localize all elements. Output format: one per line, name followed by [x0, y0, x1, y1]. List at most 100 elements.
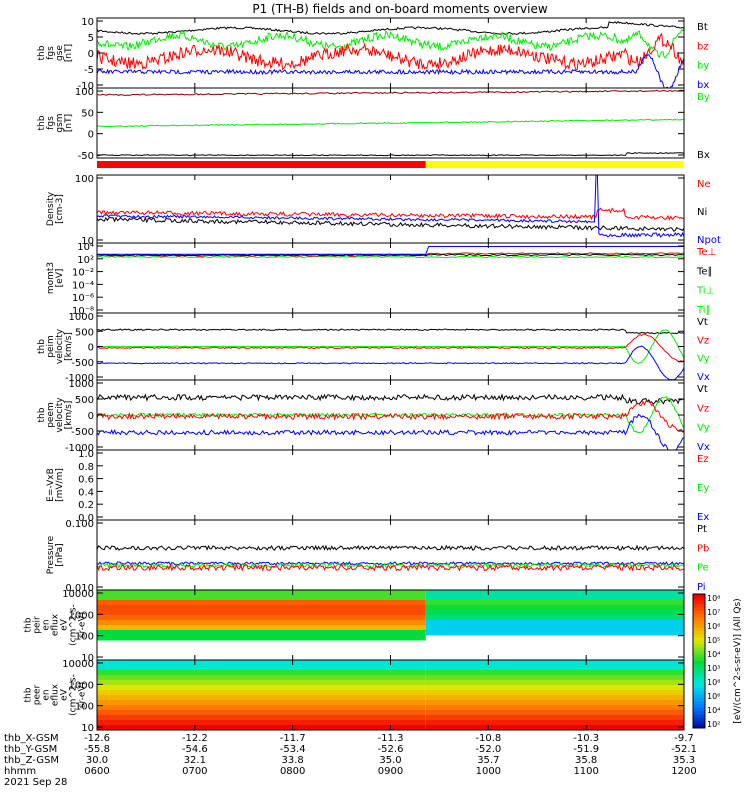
y-tick-label: 0: [88, 130, 94, 141]
x-tick-hhmm: 0700: [182, 766, 207, 777]
colorbar-cell: [693, 640, 705, 645]
legend-Vt: Vt: [697, 384, 708, 395]
trace-Vx: [97, 345, 684, 380]
y-tick-label: 0.0: [78, 513, 94, 524]
region-bar-yellow: [425, 161, 684, 168]
y-axis-label: [mV/m]: [55, 468, 65, 502]
colorbar-cell: [693, 704, 705, 709]
trace-bz: [97, 32, 684, 71]
colorbar-cell: [693, 617, 705, 622]
panel-density: 100 10 Density [cm-3] Ne Ni Npot: [46, 174, 721, 247]
trace-Pi: [97, 561, 684, 566]
colorbar-cell: [693, 647, 705, 652]
x-tick-z_gsm: 35.8: [575, 755, 597, 766]
colorbar-cell: [693, 684, 705, 689]
heat-cell: [97, 720, 426, 726]
y-tick-label: 5: [88, 33, 94, 44]
y-axis-label: [nPa]: [55, 543, 65, 566]
y-axis-label: en: [42, 619, 52, 630]
heat-cell: [425, 700, 684, 706]
trace-Ni: [97, 216, 684, 232]
y-tick-label: 100: [75, 87, 94, 98]
heat-cell: [425, 680, 684, 686]
heat-cell: [97, 695, 426, 701]
y-axis-label: thb: [37, 45, 47, 60]
trace-By: [97, 118, 684, 128]
heat-cell: [425, 705, 684, 711]
y-axis-label: peer: [33, 684, 43, 705]
x-tick-y_gsm: -52.6: [378, 744, 404, 755]
trace-by: [97, 26, 684, 59]
y-tick-label: 10⁻⁴: [72, 280, 94, 291]
y-axis-label: [nT]: [64, 114, 74, 132]
colorbar-tick-label: 10⁸: [707, 678, 720, 687]
colorbar-cell: [693, 707, 705, 712]
y-axis-label: [nT]: [64, 44, 74, 62]
y-tick-label: 0.010: [65, 583, 94, 594]
x-tick-x_gsm: -12.6: [84, 733, 110, 744]
y-tick-label: 0.8: [78, 462, 94, 473]
x-tick-x_gsm: -11.7: [280, 733, 306, 744]
y-tick-label: -10: [78, 81, 94, 92]
x-tick-z_gsm: 30.0: [86, 755, 108, 766]
heat-cell: [425, 665, 684, 671]
heat-cell: [425, 710, 684, 716]
y-axis-label: fgs: [46, 116, 56, 130]
colorbar: 10⁸ 10⁷ 10⁶ 10⁵ 10⁴ 10³ 10⁸ 10⁶ 10⁴ 10² [eV/(cm^2-…: [692, 593, 743, 729]
legend-Vz: Vz: [697, 335, 709, 346]
y-tick-label: 10: [81, 17, 94, 28]
x-tick-x_gsm: -11.3: [378, 733, 404, 744]
x-tick-y_gsm: -54.6: [182, 744, 208, 755]
heat-cell: [97, 680, 426, 686]
heat-cell: [425, 600, 684, 606]
trace-Vx: [97, 413, 684, 450]
heat-cell: [97, 705, 426, 711]
colorbar-cell: [693, 724, 705, 729]
trace-Ne: [97, 207, 684, 221]
y-tick-label: 10⁻²: [72, 268, 94, 279]
heat-cell: [425, 610, 684, 616]
colorbar-cell: [693, 614, 705, 618]
legend-Ne: Ne: [697, 179, 711, 190]
x-tick-y_gsm: -51.9: [573, 744, 599, 755]
panel-frame: [96, 449, 685, 521]
colorbar-cell: [693, 657, 705, 662]
trace-Ti: [97, 255, 684, 259]
y-axis-label: fgs: [46, 46, 56, 60]
heat-cell: [425, 690, 684, 696]
colorbar-cell: [693, 644, 705, 649]
y-axis-label: velocity: [55, 397, 65, 433]
y-axis-label: en: [42, 689, 52, 700]
legend-Te⊥: Te⊥: [696, 247, 716, 258]
y-axis-label: sr-eV): [78, 682, 88, 708]
colorbar-tick-label: 10⁴: [707, 706, 720, 715]
legend-Pt: Pt: [697, 524, 707, 535]
legend-Vz: Vz: [697, 403, 709, 414]
legend-Bt: Bt: [697, 22, 708, 33]
y-axis-label: E=-VxB: [46, 468, 56, 502]
y-tick-label: 10: [81, 653, 94, 664]
colorbar-cell: [693, 691, 705, 695]
heat-cell: [97, 700, 426, 706]
y-tick-label: 0.2: [78, 500, 94, 511]
colorbar-label: [eV/(cm^2-s-sr-eV)] (All Qs): [733, 598, 743, 723]
y-tick-label: -50: [78, 151, 94, 162]
colorbar-cell: [693, 721, 705, 726]
colorbar-cell: [693, 654, 705, 659]
colorbar-cell: [693, 607, 705, 612]
y-axis-label: thb: [24, 617, 34, 632]
y-axis-label: gse: [55, 45, 65, 61]
panel-peem_v: 1000 500 0 -500 -1000 thb peem velocity [km/s] Vt…: [37, 379, 710, 454]
legend-Pe: Pe: [697, 563, 709, 574]
panel-efield: 1.0 0.8 0.60.4 0.2 0.0 E=-VxB [mV/m] Ez Ey Ex: [46, 449, 709, 524]
heat-cell: [425, 720, 684, 726]
heat-cell: [425, 595, 684, 601]
y-tick-label: 0.100: [65, 519, 94, 530]
y-axis-label: [eV]: [55, 269, 65, 288]
y-tick-label: 100: [75, 632, 94, 643]
colorbar-cell: [693, 634, 705, 639]
colorbar-cell: [693, 681, 705, 685]
plot-area: [97, 246, 684, 259]
x-tick-hhmm: 1000: [476, 766, 501, 777]
